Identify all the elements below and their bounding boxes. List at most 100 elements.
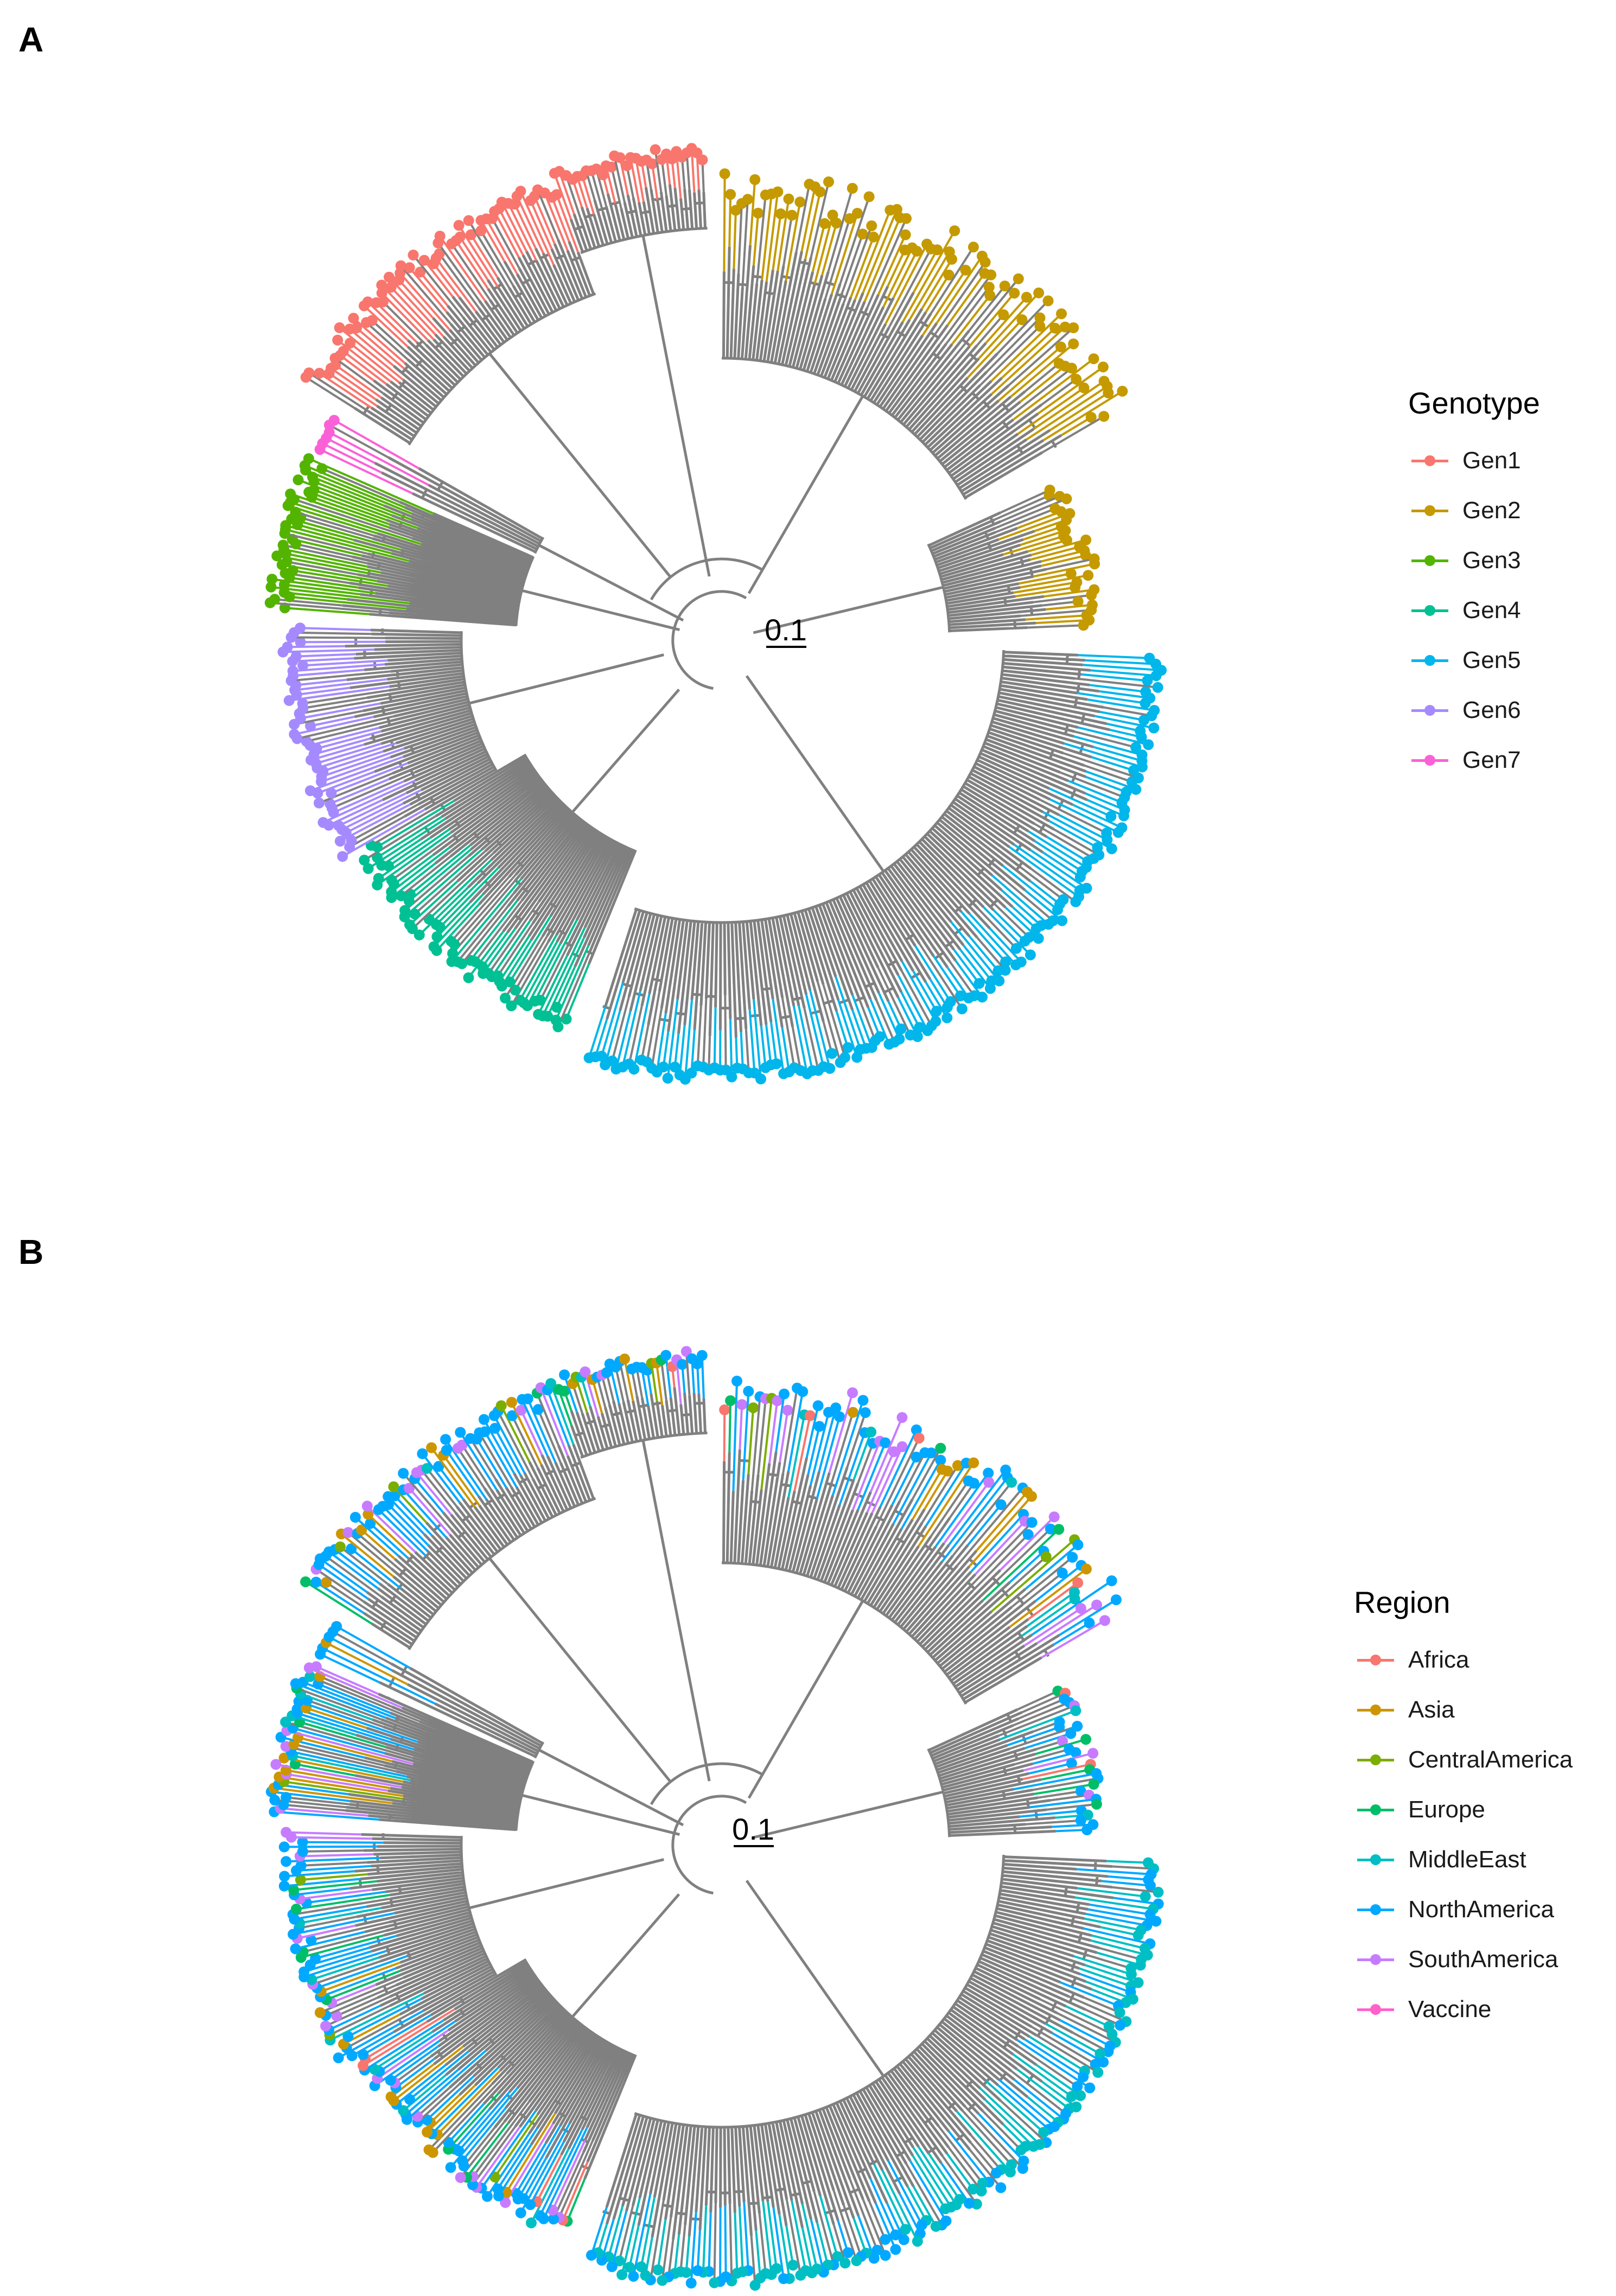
- tip-branch: [306, 1707, 367, 1729]
- tip-branch: [949, 961, 975, 997]
- tip-point: [297, 660, 309, 671]
- tip-point: [783, 193, 794, 205]
- tip-branch: [418, 887, 469, 936]
- tip-branch: [971, 1522, 1033, 1586]
- tip-point: [314, 2007, 326, 2018]
- tip-branch: [851, 1009, 867, 1049]
- tip-point: [1065, 568, 1077, 579]
- tip-branch: [947, 2146, 983, 2192]
- tip-branch: [321, 747, 405, 778]
- tip-branch: [831, 1400, 864, 1496]
- tip-branch: [1053, 1622, 1090, 1646]
- tip-branch: [1085, 775, 1127, 793]
- tip-point: [346, 2050, 358, 2062]
- tip-branch: [1060, 416, 1092, 436]
- tip-point: [600, 1059, 611, 1071]
- tip-branch: [437, 1466, 465, 1500]
- tip-branch: [1081, 673, 1148, 682]
- tip-branch: [309, 1675, 421, 1723]
- tip-branch: [801, 2227, 813, 2273]
- tip-branch: [320, 1653, 380, 1684]
- tip-branch: [857, 1442, 874, 1484]
- legend-key: [1408, 500, 1452, 521]
- tip-branch: [752, 213, 760, 266]
- tip-point: [968, 2184, 978, 2195]
- legend-label: Europe: [1408, 1796, 1485, 1823]
- tip-point: [1070, 1747, 1081, 1758]
- tip-branch: [1106, 722, 1141, 732]
- tip-point: [955, 990, 966, 1002]
- tip-branch: [633, 994, 651, 1070]
- tip-point: [1072, 596, 1084, 607]
- tip-branch: [328, 431, 429, 486]
- tip-branch: [437, 242, 480, 302]
- tip-branch: [1103, 706, 1152, 717]
- tip-point: [1086, 589, 1097, 601]
- tip-branch: [1029, 880, 1061, 905]
- tip-branch: [976, 314, 1004, 347]
- tip-branch: [475, 2126, 521, 2188]
- tip-branch: [1020, 609, 1092, 617]
- tip-branch: [529, 2141, 565, 2205]
- tip-branch: [316, 1665, 379, 1695]
- tip-branch: [310, 715, 355, 727]
- tip-point: [454, 231, 466, 243]
- tip-branch: [1041, 1619, 1106, 1659]
- tip-branch: [1048, 820, 1098, 849]
- tip-branch: [862, 2199, 887, 2256]
- tip-branch: [795, 184, 811, 252]
- tip-branch: [485, 218, 518, 275]
- tip-branch: [1050, 1793, 1090, 1802]
- tip-point: [636, 1054, 647, 1066]
- tip-branch: [733, 210, 737, 269]
- tip-point: [1115, 2020, 1126, 2031]
- root-branches: [650, 1762, 764, 1895]
- tip-point: [297, 698, 308, 709]
- tip-branch: [869, 1417, 904, 1492]
- tip-branch: [307, 1699, 384, 1728]
- tip-branch: [390, 2045, 439, 2082]
- tip-point: [968, 241, 979, 253]
- tip-point: [662, 1072, 673, 1084]
- tip-branch: [292, 538, 362, 557]
- tip-branch: [391, 847, 450, 893]
- tip-branch: [1001, 327, 1056, 379]
- tip-branch: [1000, 1709, 1077, 1741]
- tip-point: [842, 1042, 854, 1053]
- tip-point: [1052, 904, 1063, 915]
- tip-branch: [741, 199, 749, 288]
- tip-branch: [387, 1504, 429, 1547]
- tip-branch: [362, 2008, 455, 2067]
- tip-branch: [985, 296, 1028, 344]
- tip-branch: [822, 1021, 834, 1054]
- tip-point: [1057, 1567, 1068, 1579]
- tip-branch: [912, 2147, 952, 2208]
- tip-branch: [640, 2197, 656, 2267]
- tip-branch: [772, 213, 782, 270]
- tip-branch: [381, 292, 429, 341]
- tip-branch: [750, 1396, 761, 1491]
- tip-point: [306, 1935, 317, 1946]
- root-branches: [650, 557, 764, 690]
- tip-branch: [417, 2083, 460, 2123]
- tip-branch: [537, 1409, 562, 1464]
- tip-branch: [453, 874, 517, 945]
- tip-branch: [519, 2123, 571, 2214]
- tip-point: [772, 186, 784, 198]
- tip-branch: [760, 1026, 767, 1068]
- tip-branch: [393, 854, 434, 886]
- tip-point: [295, 1860, 307, 1871]
- tip-branch: [328, 372, 378, 407]
- tip-branch: [1084, 1917, 1142, 1931]
- tip-branch: [930, 246, 975, 314]
- tip-branch: [791, 2200, 807, 2271]
- tip-branch: [938, 274, 992, 346]
- tip-branch: [969, 2148, 1002, 2189]
- tip-point: [289, 729, 300, 740]
- tip-branch: [374, 2040, 441, 2087]
- tip-point: [1015, 2144, 1027, 2155]
- tip-branch: [328, 2005, 381, 2031]
- tip-branch: [767, 2202, 778, 2269]
- panel-b-label: B: [18, 1232, 44, 1271]
- tip-branch: [291, 670, 391, 682]
